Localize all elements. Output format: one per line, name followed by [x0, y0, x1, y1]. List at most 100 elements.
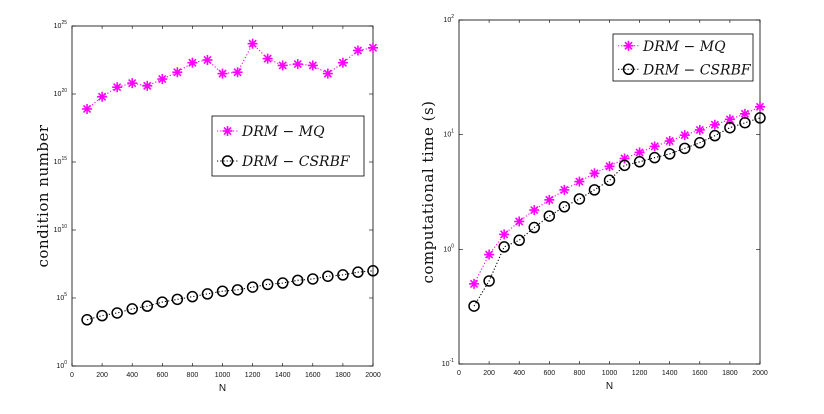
- circle-marker: [246, 281, 259, 293]
- series-line: [473, 106, 761, 285]
- asterisk-marker: [337, 57, 348, 68]
- circle-marker: [648, 151, 661, 164]
- circle-marker: [292, 274, 304, 287]
- x-tick-label: 1200: [632, 370, 648, 377]
- circle-marker: [367, 265, 379, 277]
- x-tick-label: 1400: [275, 372, 291, 379]
- x-tick-label: 1000: [215, 372, 231, 379]
- asterisk-marker: [232, 67, 243, 78]
- x-tick-label: 0: [457, 370, 461, 377]
- circle-marker: [201, 288, 214, 300]
- circle-marker: [261, 278, 274, 291]
- asterisk-marker: [544, 194, 555, 205]
- x-tick-label: 800: [574, 370, 586, 377]
- asterisk-marker: [559, 184, 570, 195]
- y-tick-label: 105: [56, 292, 67, 302]
- asterisk-marker: [307, 60, 318, 71]
- legend-label: DRM − CSRBF: [642, 62, 752, 78]
- x-tick-label: 200: [483, 370, 495, 377]
- asterisk-marker: [247, 38, 258, 49]
- asterisk-marker: [368, 42, 378, 53]
- circle-marker: [588, 184, 601, 196]
- legend-circle-icon: [221, 155, 234, 167]
- condition-number-chart: 0 200 400 600 800 1000 1200 1400 1600 1800 2000 100…: [34, 20, 381, 394]
- x-tick-label: 0: [70, 372, 74, 379]
- x-tick-label: 1800: [722, 370, 738, 377]
- y-tick-label: 102: [443, 14, 454, 24]
- legend-box: [211, 115, 365, 177]
- asterisk-marker: [112, 82, 123, 93]
- circle-marker: [558, 201, 571, 213]
- asterisk-marker: [217, 68, 228, 79]
- asterisk-marker: [142, 80, 153, 91]
- y-tick-label: 100: [443, 243, 454, 253]
- asterisk-marker: [262, 53, 273, 64]
- x-axis-label: N: [219, 383, 226, 394]
- x-tick-label: 1200: [245, 372, 261, 379]
- asterisk-marker: [514, 216, 525, 227]
- asterisk-marker: [574, 176, 585, 187]
- x-tick-label: 200: [96, 372, 108, 379]
- asterisk-marker: [202, 55, 213, 65]
- circle-marker: [498, 241, 510, 253]
- asterisk-marker: [97, 91, 108, 102]
- legend-box: [612, 33, 754, 82]
- y-tick-label: 101: [443, 129, 454, 139]
- y-tick-label: 1010: [54, 224, 68, 234]
- circle-marker: [694, 137, 706, 149]
- y-tick-label: 100: [56, 360, 67, 370]
- legend-label: DRM − MQ: [642, 39, 726, 55]
- asterisk-marker: [634, 147, 645, 158]
- x-tick-label: 2000: [752, 370, 768, 377]
- circle-marker: [141, 300, 153, 312]
- asterisk-marker: [755, 101, 765, 112]
- circle-marker: [633, 156, 646, 168]
- circle-marker: [754, 112, 766, 124]
- circle-marker: [171, 293, 184, 306]
- asterisk-marker: [187, 57, 198, 68]
- circle-marker: [603, 174, 616, 187]
- asterisk-marker: [82, 103, 93, 114]
- asterisk-marker: [292, 59, 303, 70]
- asterisk-marker: [694, 124, 705, 135]
- x-tick-label: 1800: [335, 372, 351, 379]
- circle-marker: [81, 314, 93, 326]
- asterisk-marker: [172, 67, 183, 78]
- x-tick-label: 1000: [602, 370, 618, 377]
- x-tick-label: 600: [543, 370, 555, 377]
- circle-marker: [186, 290, 199, 303]
- circle-marker: [528, 221, 540, 234]
- y-axis-label: condition number: [34, 124, 52, 267]
- computational-time-chart: 0 200 400 600 800 1000 1200 1400 1600 1800 2000 10-…: [419, 14, 768, 392]
- circle-marker: [231, 284, 244, 296]
- circle-marker: [679, 142, 691, 155]
- asterisk-marker: [352, 45, 363, 56]
- asterisk-marker: [604, 161, 615, 172]
- x-axis-label: N: [606, 381, 613, 392]
- circle-marker: [96, 309, 108, 322]
- circle-marker: [111, 307, 123, 319]
- circle-marker: [724, 121, 736, 134]
- asterisk-marker: [589, 168, 600, 179]
- x-tick-label: 1600: [692, 370, 708, 377]
- asterisk-marker: [484, 249, 495, 260]
- x-tick-label: 400: [126, 372, 138, 379]
- circle-marker: [709, 129, 721, 142]
- asterisk-marker: [127, 78, 138, 89]
- circle-marker: [618, 159, 631, 172]
- legend-label: DRM − MQ: [241, 124, 325, 140]
- series-line: [473, 117, 761, 307]
- x-tick-label: 2000: [365, 372, 381, 379]
- legend-circle-icon: [622, 63, 635, 75]
- asterisk-marker: [664, 136, 675, 147]
- asterisk-marker: [649, 141, 660, 152]
- circle-marker: [126, 303, 138, 315]
- legend-label: DRM − CSRBF: [241, 154, 351, 170]
- asterisk-marker: [529, 205, 540, 216]
- legend-asterisk-icon: [623, 40, 634, 51]
- circle-marker: [307, 273, 319, 285]
- legend-asterisk-icon: [222, 126, 233, 136]
- circle-marker: [513, 234, 525, 247]
- circle-marker: [468, 300, 480, 312]
